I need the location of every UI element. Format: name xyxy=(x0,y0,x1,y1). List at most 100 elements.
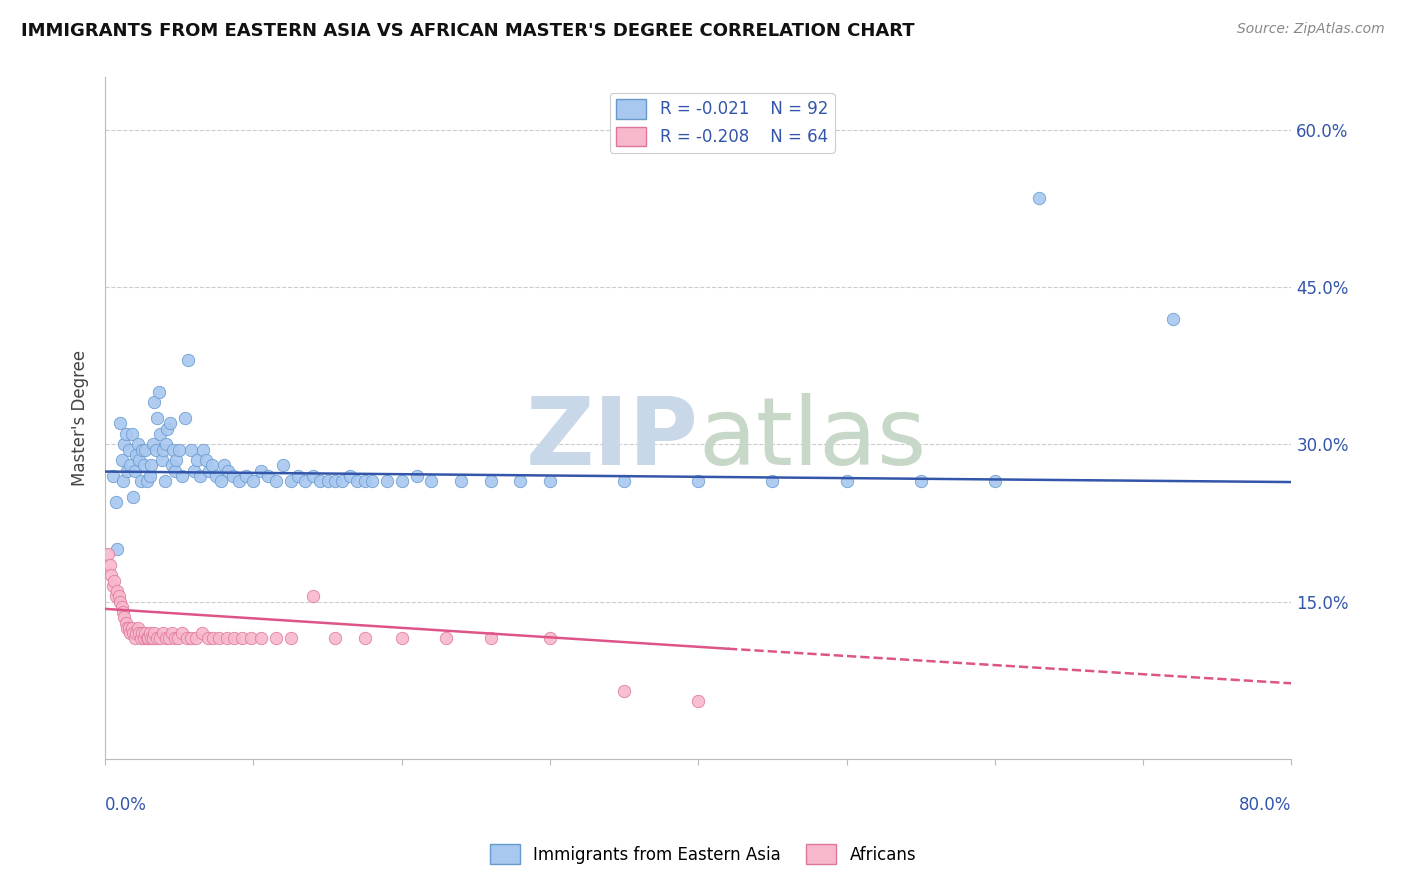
Point xyxy=(434,632,457,646)
Point xyxy=(159,417,181,431)
Point xyxy=(163,632,186,646)
Point xyxy=(104,590,127,604)
Point xyxy=(163,463,186,477)
Point xyxy=(115,615,138,630)
Point xyxy=(167,632,190,646)
Point xyxy=(217,463,239,477)
Point xyxy=(688,474,710,488)
Point xyxy=(110,599,132,614)
Point xyxy=(117,621,139,635)
Point xyxy=(198,463,221,477)
Point xyxy=(125,626,148,640)
Point xyxy=(142,632,165,646)
Point xyxy=(156,421,179,435)
Point xyxy=(169,442,191,457)
Point xyxy=(509,474,531,488)
Point xyxy=(143,395,166,409)
Point xyxy=(375,474,398,488)
Point xyxy=(118,442,141,457)
Point xyxy=(316,474,339,488)
Point xyxy=(114,610,136,624)
Point xyxy=(155,437,177,451)
Point xyxy=(212,458,235,473)
Point xyxy=(280,474,302,488)
Point xyxy=(191,442,214,457)
Point xyxy=(138,468,160,483)
Point xyxy=(152,442,174,457)
Point xyxy=(101,579,124,593)
Point xyxy=(128,453,150,467)
Text: IMMIGRANTS FROM EASTERN ASIA VS AFRICAN MASTER'S DEGREE CORRELATION CHART: IMMIGRANTS FROM EASTERN ASIA VS AFRICAN … xyxy=(21,22,915,40)
Legend: R = -0.021    N = 92, R = -0.208    N = 64: R = -0.021 N = 92, R = -0.208 N = 64 xyxy=(610,93,835,153)
Point xyxy=(132,632,155,646)
Point xyxy=(135,474,157,488)
Point xyxy=(301,468,323,483)
Point xyxy=(405,468,427,483)
Point xyxy=(127,621,149,635)
Point xyxy=(910,474,932,488)
Point xyxy=(239,632,262,646)
Point xyxy=(280,632,302,646)
Point xyxy=(122,490,145,504)
Point xyxy=(134,442,156,457)
Point xyxy=(98,558,121,572)
Point xyxy=(1028,191,1050,205)
Point xyxy=(120,458,142,473)
Point xyxy=(202,632,225,646)
Point xyxy=(152,626,174,640)
Point xyxy=(205,468,228,483)
Point xyxy=(111,605,134,619)
Point xyxy=(120,626,142,640)
Point xyxy=(162,442,184,457)
Point xyxy=(124,463,146,477)
Point xyxy=(180,632,202,646)
Point xyxy=(538,632,561,646)
Point xyxy=(201,458,224,473)
Point xyxy=(122,626,145,640)
Point xyxy=(176,632,198,646)
Point xyxy=(174,411,197,425)
Point xyxy=(105,584,128,599)
Point xyxy=(250,463,273,477)
Point xyxy=(250,632,273,646)
Point xyxy=(143,626,166,640)
Point xyxy=(391,632,413,646)
Point xyxy=(222,468,245,483)
Point xyxy=(153,474,176,488)
Point xyxy=(984,474,1007,488)
Point xyxy=(114,437,136,451)
Point xyxy=(165,453,187,467)
Point xyxy=(761,474,783,488)
Point xyxy=(184,632,207,646)
Point xyxy=(183,463,205,477)
Point xyxy=(231,632,253,646)
Point xyxy=(180,442,202,457)
Point xyxy=(353,474,375,488)
Point xyxy=(115,426,138,441)
Point xyxy=(103,574,125,588)
Point xyxy=(215,632,238,646)
Text: atlas: atlas xyxy=(699,392,927,484)
Point xyxy=(420,474,443,488)
Point xyxy=(108,594,131,608)
Point xyxy=(301,590,323,604)
Point xyxy=(104,495,127,509)
Point xyxy=(177,353,200,368)
Legend: Immigrants from Eastern Asia, Africans: Immigrants from Eastern Asia, Africans xyxy=(484,838,922,871)
Point xyxy=(257,468,280,483)
Point xyxy=(150,453,173,467)
Point xyxy=(190,626,212,640)
Point xyxy=(135,632,157,646)
Point xyxy=(107,590,129,604)
Text: 80.0%: 80.0% xyxy=(1239,797,1292,814)
Point xyxy=(613,683,636,698)
Point xyxy=(242,474,264,488)
Point xyxy=(479,474,502,488)
Point xyxy=(309,474,332,488)
Point xyxy=(129,632,152,646)
Point xyxy=(160,626,183,640)
Point xyxy=(105,542,128,557)
Point xyxy=(391,474,413,488)
Point xyxy=(149,632,172,646)
Point xyxy=(332,474,354,488)
